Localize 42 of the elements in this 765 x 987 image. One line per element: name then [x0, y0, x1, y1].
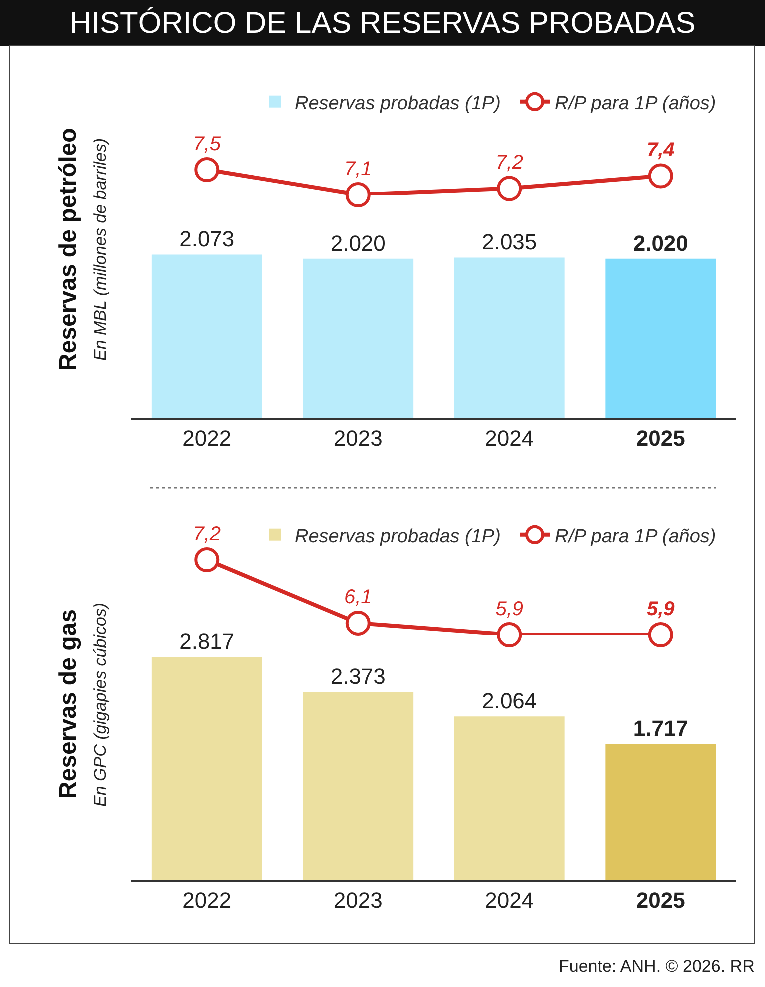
data-label: 7,1: [344, 158, 372, 180]
data-label: 1.717: [633, 716, 688, 742]
legend-label: R/P para 1P (años): [555, 526, 716, 548]
legend-label: R/P para 1P (años): [555, 93, 716, 114]
y-axis-title: Reservas de petróleo: [55, 128, 82, 371]
point: [346, 182, 371, 208]
point: [497, 176, 522, 202]
data-label: 7,5: [193, 133, 222, 156]
bar: [303, 692, 414, 880]
chart-title: HISTÓRICO DE LAS RESERVAS PROBADAS: [70, 6, 696, 40]
data-label: 7,2: [496, 152, 524, 174]
legend-label: Reservas probadas (1P): [295, 526, 501, 548]
data-label: 5,9: [646, 598, 676, 620]
point: [648, 164, 674, 189]
data-label: 2.020: [633, 230, 688, 256]
x-tick-label: 2023: [334, 888, 383, 914]
y-axis-title: Reservas de gas: [55, 610, 82, 799]
data-label: 2.817: [180, 628, 235, 654]
x-tick-label: 2025: [636, 888, 686, 914]
bar: [454, 716, 565, 880]
data-label: 7,2: [193, 523, 222, 546]
bar: [606, 744, 716, 880]
x-tick-label: 2022: [182, 888, 232, 914]
bar: [152, 656, 262, 880]
chart-subtitle: En MBL (millones de barriles): [91, 138, 110, 361]
text: En GPC (gigapies cúbicos): [91, 602, 110, 807]
data-label: 5,9: [496, 598, 524, 620]
x-tick-label: 2023: [334, 426, 383, 452]
data-label: 7,4: [646, 140, 675, 162]
x-tick-label: 2022: [182, 426, 232, 452]
legend-label: Reservas probadas (1P): [295, 93, 501, 114]
data-label: 6,1: [344, 586, 372, 609]
data-label: 2.020: [330, 230, 386, 256]
data-label: 2.035: [482, 230, 538, 255]
data-label: 2.073: [180, 226, 235, 252]
x-tick-label: 2025: [636, 426, 686, 452]
point: [194, 158, 220, 182]
source-note: Fuente: ANH. © 2026. RR: [559, 957, 755, 976]
x-tick-label: 2024: [485, 426, 534, 452]
data-label: 2.064: [482, 688, 538, 714]
data-label: 2.373: [330, 664, 386, 690]
x-tick-label: 2024: [485, 888, 534, 914]
